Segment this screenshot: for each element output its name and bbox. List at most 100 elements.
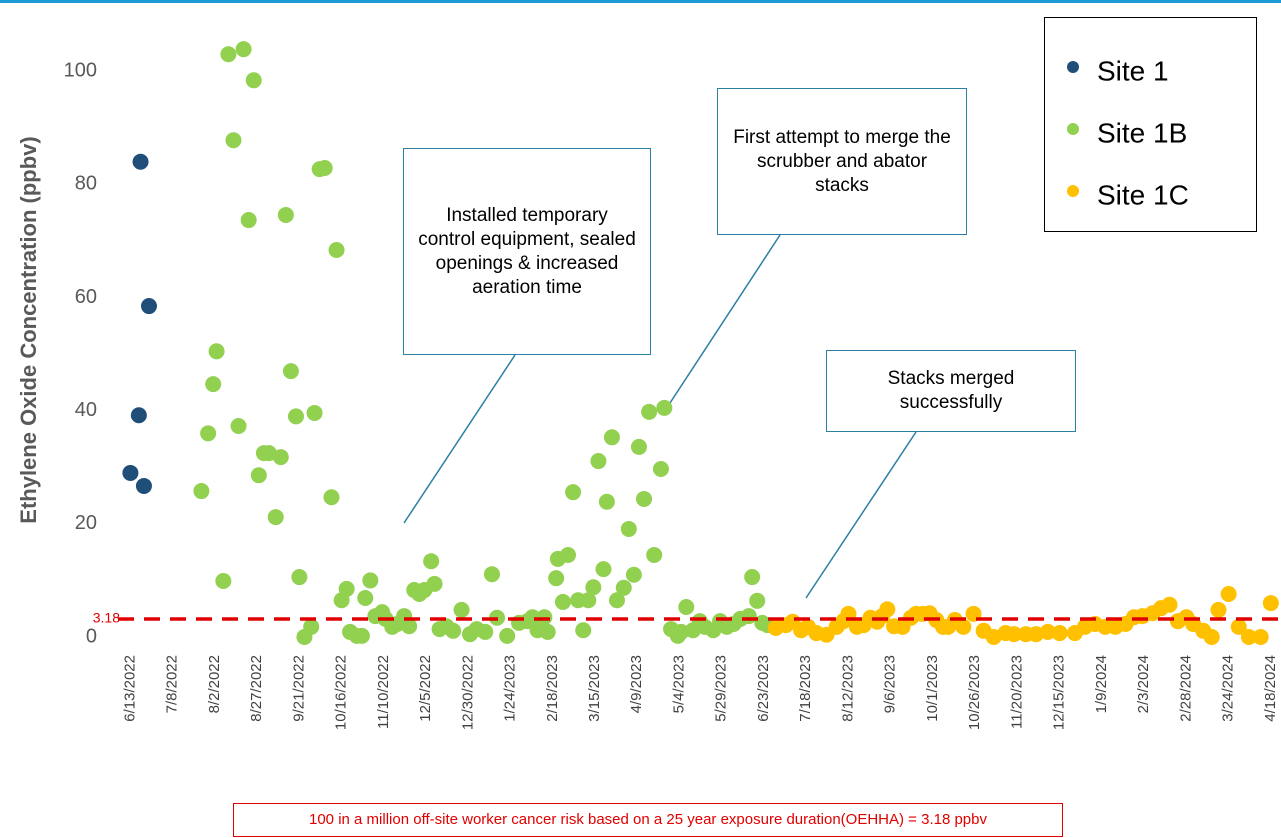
x-tick-label: 6/13/2022 bbox=[121, 655, 138, 722]
data-point bbox=[130, 407, 147, 424]
data-point bbox=[548, 570, 565, 587]
data-point bbox=[453, 601, 470, 618]
data-point bbox=[200, 425, 217, 442]
data-point bbox=[620, 520, 637, 537]
data-point bbox=[316, 159, 333, 176]
data-point bbox=[652, 460, 669, 477]
data-point bbox=[1252, 629, 1269, 646]
data-point bbox=[539, 623, 556, 640]
data-point bbox=[282, 363, 299, 380]
leader-line bbox=[669, 234, 781, 404]
x-tick-label: 7/8/2022 bbox=[164, 655, 181, 713]
x-tick-label: 10/1/2023 bbox=[924, 655, 941, 722]
data-point bbox=[673, 623, 690, 640]
data-point bbox=[740, 608, 757, 625]
x-tick-label: 12/30/2022 bbox=[459, 655, 476, 730]
x-tick-label: 12/5/2022 bbox=[417, 655, 434, 722]
x-tick-label: 5/29/2023 bbox=[713, 655, 730, 722]
data-point bbox=[575, 622, 592, 639]
data-point bbox=[477, 623, 494, 640]
legend: Site 1 Site 1B Site 1C bbox=[1044, 17, 1257, 232]
x-tick-label: 8/27/2022 bbox=[248, 655, 265, 722]
x-tick-label: 5/4/2023 bbox=[670, 655, 687, 713]
data-point bbox=[1006, 626, 1023, 643]
x-tick-label: 8/2/2022 bbox=[206, 655, 223, 713]
data-point bbox=[122, 464, 139, 481]
data-point bbox=[235, 41, 252, 58]
data-point bbox=[230, 417, 247, 434]
data-point bbox=[678, 599, 695, 616]
data-point bbox=[749, 592, 766, 609]
data-point bbox=[291, 569, 308, 586]
data-point bbox=[132, 153, 149, 170]
data-point bbox=[401, 618, 418, 635]
data-point bbox=[536, 609, 553, 626]
legend-marker bbox=[1067, 123, 1079, 135]
data-point bbox=[445, 622, 462, 639]
data-point bbox=[554, 593, 571, 610]
data-point bbox=[250, 467, 267, 484]
y-axis-label: Ethylene Oxide Concentration (ppbv) bbox=[16, 136, 41, 523]
reference-label: 3.18 bbox=[93, 610, 120, 626]
y-tick-label: 60 bbox=[75, 286, 97, 308]
data-point bbox=[560, 546, 577, 563]
data-point bbox=[328, 242, 345, 259]
data-point bbox=[609, 592, 626, 609]
legend-marker bbox=[1067, 61, 1079, 73]
data-point bbox=[580, 592, 597, 609]
data-point bbox=[357, 589, 374, 606]
data-point bbox=[267, 509, 284, 526]
data-point bbox=[323, 489, 340, 506]
data-point bbox=[205, 376, 222, 393]
data-point bbox=[630, 438, 647, 455]
footnote: 100 in a million off-site worker cancer … bbox=[233, 803, 1063, 837]
data-point bbox=[225, 132, 242, 149]
data-point bbox=[636, 490, 653, 507]
data-point bbox=[1051, 625, 1068, 642]
x-tick-label: 3/24/2024 bbox=[1220, 655, 1237, 722]
legend-body: Site 1 Site 1B Site 1C bbox=[1067, 55, 1189, 210]
data-point bbox=[1210, 601, 1227, 618]
data-point bbox=[426, 575, 443, 592]
data-point bbox=[1161, 596, 1178, 613]
data-point bbox=[140, 298, 157, 315]
data-point bbox=[603, 429, 620, 446]
legend-marker bbox=[1067, 185, 1079, 197]
data-point bbox=[1203, 629, 1220, 646]
data-point bbox=[483, 566, 500, 583]
x-tick-label: 4/18/2024 bbox=[1262, 655, 1279, 722]
data-point bbox=[1240, 629, 1257, 646]
y-tick-label: 100 bbox=[64, 60, 97, 82]
annotation: Stacks merged successfully bbox=[826, 350, 1076, 432]
data-point bbox=[287, 408, 304, 425]
data-point bbox=[656, 399, 673, 416]
data-point bbox=[135, 477, 152, 494]
x-tick-label: 2/18/2023 bbox=[544, 655, 561, 722]
leader-line bbox=[403, 354, 516, 524]
data-point bbox=[625, 566, 642, 583]
data-point bbox=[1039, 623, 1056, 640]
x-tick-label: 9/6/2023 bbox=[882, 655, 899, 713]
data-point bbox=[744, 569, 761, 586]
data-point bbox=[1220, 586, 1237, 603]
x-tick-label: 7/18/2023 bbox=[797, 655, 814, 722]
data-point bbox=[220, 46, 237, 63]
x-tick-label: 1/24/2023 bbox=[502, 655, 519, 722]
data-point bbox=[277, 206, 294, 223]
annotation: Installed temporary control equipment, s… bbox=[403, 148, 651, 355]
x-tick-label: 11/20/2023 bbox=[1008, 655, 1025, 729]
x-tick-label: 9/21/2022 bbox=[290, 655, 307, 722]
data-point bbox=[590, 453, 607, 470]
x-tick-label: 10/16/2022 bbox=[333, 655, 350, 730]
y-tick-label: 0 bbox=[86, 625, 97, 647]
y-tick-label: 20 bbox=[75, 512, 97, 534]
data-point bbox=[338, 580, 355, 597]
x-tick-label: 6/23/2023 bbox=[755, 655, 772, 722]
data-point bbox=[303, 618, 320, 635]
x-tick-label: 12/15/2023 bbox=[1051, 655, 1068, 730]
leader-line bbox=[805, 431, 917, 599]
data-point bbox=[955, 618, 972, 635]
annotation: First attempt to merge the scrubber and … bbox=[717, 88, 967, 235]
x-tick-label: 11/10/2022 bbox=[375, 655, 392, 729]
